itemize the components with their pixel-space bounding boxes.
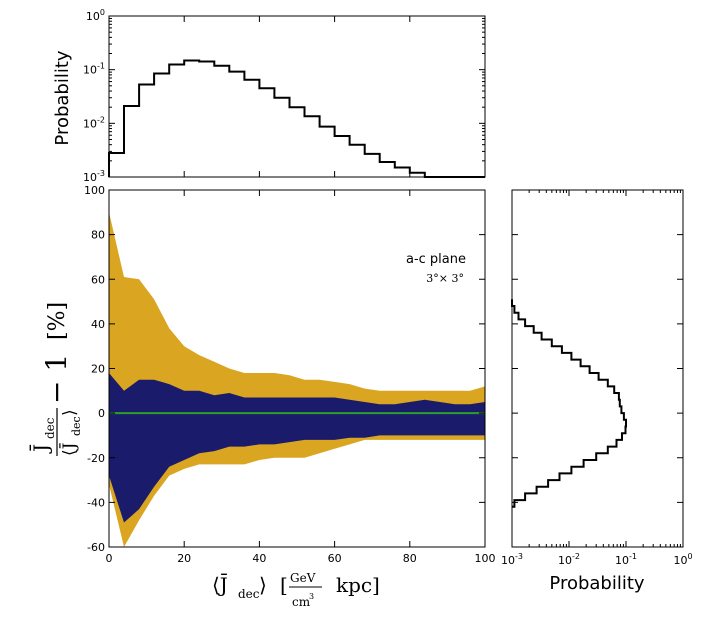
main-xtick-label: 100: [475, 552, 496, 565]
top-histogram-panel: 100 10-1 10-2 10-3 Probability: [52, 8, 486, 184]
inner-band-area: [109, 373, 485, 523]
svg-text:J̄: J̄: [28, 444, 53, 454]
main-ytick-label: -60: [87, 541, 105, 554]
svg-text:3: 3: [309, 592, 314, 601]
main-xtick-label: 20: [177, 552, 191, 565]
right-xtick-label: 10-2: [558, 552, 580, 567]
svg-text:[%]: [%]: [45, 302, 70, 340]
main-band-panel: 0 20 40 60 80 100 -60 -40 -20 0 20 40 60 80 100 a-c pl…: [28, 184, 495, 609]
svg-text:⟩: ⟩: [60, 409, 80, 416]
main-ytick-label: 20: [91, 363, 105, 376]
svg-text:cm: cm: [292, 595, 311, 609]
svg-text:⟩: ⟩: [259, 573, 267, 597]
svg-text:dec: dec: [43, 417, 57, 439]
svg-text:[: [: [280, 573, 288, 597]
main-xtick-label: 80: [403, 552, 417, 565]
main-ytick-label: 100: [84, 184, 105, 197]
right-axes-frame: [511, 189, 684, 548]
main-xtick-label: 0: [106, 552, 113, 565]
top-ytick-label: 10-3: [83, 169, 105, 184]
main-xtick-label: 60: [328, 552, 342, 565]
right-histogram-panel: 10-3 10-2 10-1 100 Probability: [501, 189, 693, 594]
svg-text:dec: dec: [238, 587, 260, 601]
main-ytick-label: -40: [87, 496, 105, 509]
main-xlabel: ⟨J̄ dec ⟩ [ GeV cm 3 kpc ]: [212, 571, 380, 609]
right-xlabel: Probability: [549, 573, 644, 594]
svg-text:⟨J̄: ⟨J̄: [58, 442, 80, 456]
right-xtick-label: 10-3: [501, 552, 523, 567]
svg-text:− 1: − 1: [40, 354, 73, 404]
svg-text:]: ]: [372, 573, 380, 597]
right-histogram-step: [511, 299, 627, 508]
annotation-plane: a-c plane: [406, 252, 466, 267]
top-ylabel: Probability: [52, 50, 73, 145]
svg-text:⟨J̄: ⟨J̄: [212, 572, 228, 597]
right-xtick-label: 10-1: [615, 552, 637, 567]
main-ytick-label: 40: [91, 318, 105, 331]
main-ytick-label: 60: [91, 273, 105, 286]
top-histogram-step: [108, 59, 485, 178]
main-ylabel: J̄ dec ⟨J̄ dec ⟩ − 1 [%]: [28, 302, 83, 456]
top-axes-frame: [108, 15, 486, 178]
top-ytick-label: 100: [86, 8, 105, 23]
svg-text:dec: dec: [70, 416, 83, 436]
svg-text:kpc: kpc: [336, 573, 372, 597]
annotation-size: 3°× 3°: [426, 272, 464, 285]
right-xtick-label: 100: [673, 552, 692, 567]
main-ytick-label: 0: [98, 407, 105, 420]
main-xtick-label: 40: [252, 552, 266, 565]
main-ytick-label: -20: [87, 452, 105, 465]
top-ytick-label: 10-1: [83, 62, 105, 77]
svg-text:GeV: GeV: [290, 571, 316, 585]
top-ytick-label: 10-2: [83, 115, 105, 130]
main-ytick-label: 80: [91, 229, 105, 242]
outer-band-area: [109, 212, 485, 548]
